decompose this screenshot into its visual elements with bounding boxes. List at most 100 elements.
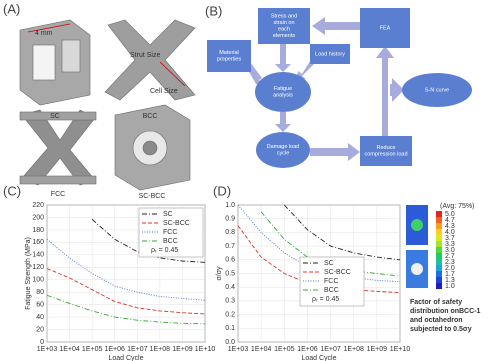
node-label: Reduce compression load (364, 145, 407, 158)
y-tick-label: 120 (32, 264, 44, 271)
panel-b: (B) Material properties Stress and strain o… (205, 3, 472, 168)
node-label: FEA (380, 25, 391, 31)
y-tick-label: 160 (32, 239, 44, 246)
colorbar-label: 2.7 (445, 253, 455, 260)
cell-name: BCC (143, 113, 158, 120)
x-tick-label: 1E+10 (390, 346, 411, 353)
x-tick-label: 1E+10 (195, 346, 216, 353)
model-hotspot (411, 219, 423, 231)
y-tick-label: 0 (40, 339, 44, 346)
legend-label: FCC (324, 278, 338, 285)
series-line (46, 238, 206, 301)
inset-caption: Factor of safety (410, 299, 462, 306)
y-tick-label: 0.9 (225, 216, 235, 223)
panel-label: (D) (213, 183, 231, 198)
legend-label: SC-BCC (163, 220, 190, 227)
x-tick-label: 1E+05 (82, 346, 103, 353)
legend-label: BCC (324, 287, 339, 294)
x-tick-label: 1E+03 (228, 346, 249, 353)
model-hotspot (411, 263, 423, 275)
series-line (283, 204, 401, 261)
series-line (46, 294, 206, 325)
legend-note: ρᵣ = 0.45 (151, 247, 178, 254)
arrows (245, 17, 404, 161)
legend-box (299, 256, 365, 307)
legend-label: SC (324, 260, 334, 267)
cell-label: Cell Size (150, 88, 178, 95)
legend-label: FCC (163, 229, 177, 236)
colorbar-cell (436, 283, 442, 289)
node-label: Material properties (217, 50, 242, 63)
legend-note: ρᵣ = 0.45 (312, 296, 339, 303)
y-tick-label: 0.5 (225, 270, 235, 277)
colorbar-cell (436, 241, 442, 247)
colorbar-label: 4.0 (445, 229, 455, 236)
y-tick-label: 140 (32, 252, 44, 259)
y-axis-label: Fatigue Strength (MPa) (25, 237, 32, 310)
colorbar-cell (436, 229, 442, 235)
colorbar-label: 3.7 (445, 235, 455, 242)
x-tick-label: 1E+09 (367, 346, 388, 353)
y-tick-label: 100 (32, 277, 44, 284)
cell-renders (19, 19, 196, 191)
dimension-line (27, 23, 71, 33)
cell-name: SC (50, 113, 60, 120)
inset-caption: subjected to 0.5σy (410, 326, 472, 333)
y-tick-label: 200 (32, 214, 44, 221)
y-tick-label: 0.6 (225, 257, 235, 264)
x-tick-label: 1E+09 (172, 346, 193, 353)
y-tick-label: 20 (36, 326, 44, 333)
y-tick-label: 80 (36, 289, 44, 296)
colorbar-label: 1.3 (445, 277, 455, 284)
legend-label: BCC (163, 238, 178, 245)
colorbar-cell (436, 211, 442, 217)
colorbar-label: 3.0 (445, 247, 455, 254)
node-label: Stress and strain on each elements (271, 14, 297, 40)
x-tick-label: 1E+04 (59, 346, 80, 353)
x-axis-label: Load Cycle (301, 355, 336, 361)
colorbar-cell (436, 217, 442, 223)
x-tick-label: 1E+06 (104, 346, 125, 353)
panel-label: (A) (3, 1, 20, 16)
y-tick-label: 0.0 (225, 339, 235, 346)
y-axis-label: σ/σy (216, 266, 223, 281)
x-tick-label: 1E+08 (150, 346, 171, 353)
dimension: 4 mm (35, 30, 53, 37)
y-tick-label: 0.2 (225, 311, 235, 318)
panel-label: (C) (3, 183, 21, 198)
y-tick-label: 1.0 (225, 202, 235, 209)
strut-label: Strut Size (130, 52, 160, 59)
cell-size-line (159, 61, 186, 87)
inset-caption: and octahedron (410, 317, 463, 324)
y-tick-label: 0.4 (225, 284, 235, 291)
y-tick-label: 0.8 (225, 229, 235, 236)
y-tick-label: 0.7 (225, 243, 235, 250)
nodes (207, 8, 472, 168)
x-tick-label: 1E+06 (297, 346, 318, 353)
x-tick-label: 1E+07 (320, 346, 341, 353)
x-tick-label: 1E+04 (251, 346, 272, 353)
panel-label: (B) (205, 3, 222, 18)
colorbar-label: 2.3 (445, 259, 455, 266)
colorbar-cell (436, 259, 442, 265)
x-tick-label: 1E+08 (343, 346, 364, 353)
colorbar-cell (436, 271, 442, 277)
x-axis-label: Load Cycle (108, 355, 143, 361)
legend-label: SC-BCC (324, 269, 351, 276)
colorbar-label: 3.3 (445, 241, 455, 248)
colorbar-label: 2.0 (445, 265, 455, 272)
inset-caption: distribution onBCC-1 (410, 308, 480, 315)
cell-name: SC-BCC (139, 193, 166, 200)
x-tick-label: 1E+07 (127, 346, 148, 353)
y-tick-label: 220 (32, 202, 44, 209)
colorbar-label: 5.0 (445, 211, 455, 218)
y-tick-label: 60 (36, 301, 44, 308)
colorbar-label: 1.7 (445, 271, 455, 278)
node-label: S-N curve (425, 87, 449, 93)
colorbar-cell (436, 247, 442, 253)
y-tick-label: 40 (36, 314, 44, 321)
node-label: Fatigue analysis (273, 86, 293, 99)
panel-a: (A) 4 mm Strut Size Cell Size SC BCC FCC… (3, 1, 196, 200)
inset-title: (Avg: 75%) (440, 203, 475, 210)
